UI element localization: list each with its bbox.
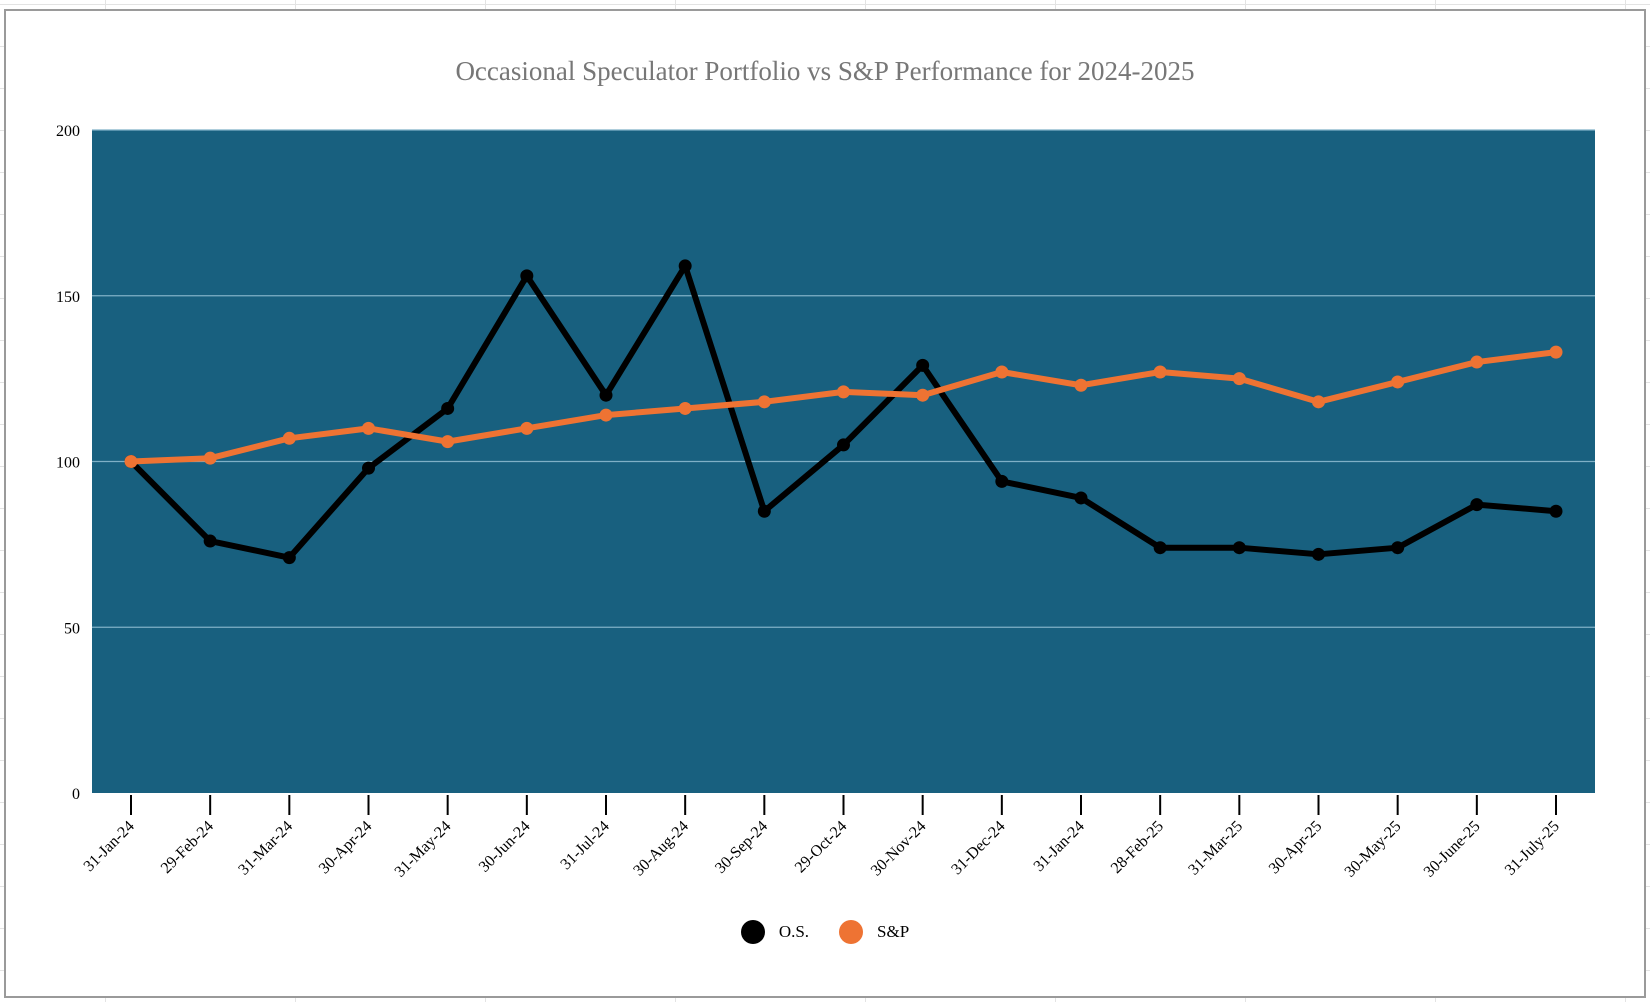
data-point[interactable] (203, 451, 217, 465)
y-tick-label: 200 (56, 123, 80, 140)
data-point[interactable] (1391, 541, 1405, 555)
y-tick-label: 100 (56, 455, 80, 472)
x-tick-label: 31-Jan-24 (1031, 818, 1088, 875)
legend-marker-sp (839, 920, 864, 944)
legend-item-os[interactable]: O.S. (740, 920, 810, 944)
data-point[interactable] (757, 395, 771, 409)
data-point[interactable] (678, 259, 692, 273)
data-point[interactable] (520, 421, 534, 435)
x-tick-label: 31-Mar-25 (1185, 818, 1246, 879)
data-point[interactable] (916, 388, 930, 402)
data-point[interactable] (124, 455, 138, 468)
legend-marker-os (740, 920, 765, 944)
data-point[interactable] (1391, 375, 1405, 389)
data-point[interactable] (837, 385, 850, 399)
data-point[interactable] (1549, 504, 1563, 518)
data-point[interactable] (282, 551, 296, 565)
data-point[interactable] (1074, 491, 1088, 505)
x-tick-label: 31-Dec-24 (948, 818, 1008, 878)
data-point[interactable] (678, 401, 692, 415)
data-point[interactable] (282, 431, 296, 445)
chart-title: Occasional Speculator Portfolio vs S&P P… (455, 56, 1195, 86)
x-tick-label: 30-May-25 (1342, 818, 1405, 881)
x-tick-label: 31-Mar-24 (235, 818, 296, 879)
gridlines (92, 129, 1595, 628)
x-tick-label: 30-Sep-24 (712, 818, 771, 877)
data-point[interactable] (1074, 378, 1088, 392)
x-tick-label: 30-Apr-24 (316, 818, 376, 878)
y-tick-label: 50 (64, 620, 80, 637)
data-point[interactable] (1232, 541, 1246, 555)
data-point[interactable] (1312, 547, 1325, 561)
x-tick-label: 30-Jun-24 (476, 818, 534, 876)
legend-label-sp: S&P (877, 922, 910, 941)
data-point[interactable] (1153, 365, 1167, 379)
y-tick-label: 0 (72, 786, 80, 803)
data-point[interactable] (1470, 355, 1484, 369)
x-tick-label: 31-July-25 (1502, 818, 1563, 879)
data-point[interactable] (837, 438, 850, 452)
x-tick-label: 31-May-24 (392, 818, 455, 881)
data-point[interactable] (520, 269, 534, 283)
x-tick-label: 30-Apr-25 (1266, 818, 1326, 878)
data-point[interactable] (757, 504, 771, 518)
y-axis: 0 50 100 150 200 (56, 123, 80, 803)
data-point[interactable] (1153, 541, 1167, 555)
data-point[interactable] (1312, 395, 1325, 409)
data-point[interactable] (995, 365, 1009, 379)
legend-item-sp[interactable]: S&P (839, 920, 909, 944)
data-point[interactable] (995, 474, 1009, 488)
data-point[interactable] (362, 461, 375, 475)
data-point[interactable] (1232, 372, 1246, 386)
x-tick-label: 29-Feb-24 (158, 818, 217, 877)
series-lines (124, 259, 1563, 565)
data-point[interactable] (203, 534, 217, 548)
x-tick-label: 28-Feb-25 (1108, 818, 1167, 877)
data-point[interactable] (1549, 345, 1563, 359)
x-tick-label: 31-Jan-24 (81, 818, 138, 875)
x-tick-label: 29-Oct-24 (792, 818, 851, 877)
x-tick-label: 30-Aug-24 (630, 818, 692, 880)
data-point[interactable] (599, 408, 613, 422)
data-point[interactable] (1470, 498, 1484, 512)
series-1 (124, 345, 1563, 468)
x-tick-label: 30-June-25 (1421, 818, 1484, 881)
legend-label-os: O.S. (778, 922, 810, 941)
data-point[interactable] (362, 421, 375, 435)
legend: O.S. S&P (0, 920, 1650, 944)
x-axis: 31-Jan-24 29-Feb-24 31-Mar-24 30-Apr-24 31-M… (81, 795, 1563, 881)
data-point[interactable] (441, 401, 455, 415)
data-point[interactable] (441, 435, 455, 449)
data-point[interactable] (916, 358, 930, 372)
y-tick-label: 150 (56, 289, 80, 306)
data-point[interactable] (599, 388, 613, 402)
x-tick-label: 30-Nov-24 (868, 818, 930, 880)
x-tick-label: 31-Jul-24 (557, 818, 612, 873)
